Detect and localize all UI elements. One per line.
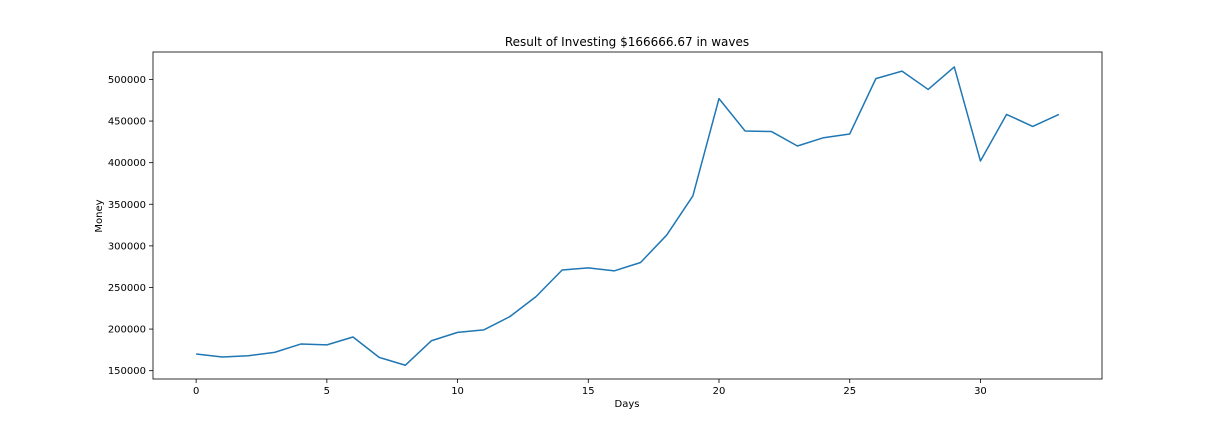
x-tick-label: 20 [713,386,726,397]
x-tick-label: 5 [324,386,330,397]
y-tick-label: 400000 [108,158,146,169]
plot-frame [152,51,1103,380]
y-tick-label: 250000 [108,283,146,294]
plot-area [152,51,1103,380]
chart-title: Result of Investing $166666.67 in waves [505,35,749,49]
x-tick-label: 25 [843,386,856,397]
y-tick-label: 350000 [108,200,146,211]
x-tick-label: 30 [974,386,987,397]
y-tick-label: 200000 [108,325,146,336]
x-tick-label: 10 [451,386,464,397]
y-tick-label: 450000 [108,117,146,128]
x-tick-label: 0 [193,386,199,397]
x-tick-label: 15 [582,386,595,397]
series-line-0 [196,66,1060,367]
x-axis: 0 5 10 15 20 25 30 [193,379,987,397]
y-tick-label: 150000 [108,366,146,377]
y-axis-label: Money [94,199,105,232]
y-axis: 150000 200000 250000 300000 350000 400000 4500… [108,75,153,377]
x-axis-label: Days [615,399,640,410]
y-tick-label: 500000 [108,75,146,86]
y-tick-label: 300000 [108,241,146,252]
